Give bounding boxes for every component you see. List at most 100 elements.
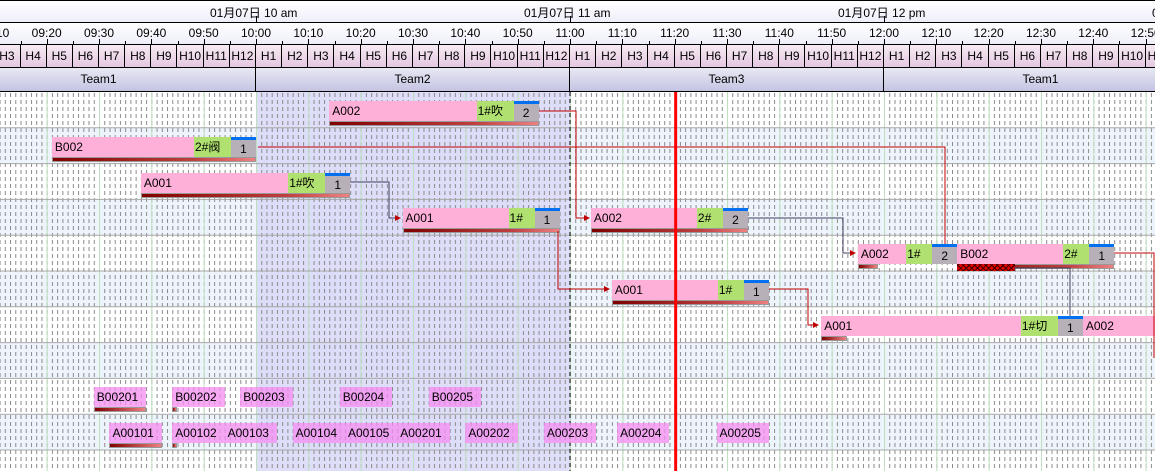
hour-cell: H8 bbox=[753, 45, 780, 67]
hour-cell: H2 bbox=[910, 45, 937, 67]
hour-cell: H5 bbox=[47, 45, 73, 67]
hour-cell: H3 bbox=[0, 45, 21, 67]
time-label: 09:10 bbox=[0, 26, 10, 40]
time-tick bbox=[988, 39, 990, 45]
task-bar[interactable]: A001 1#切 1 bbox=[821, 315, 1083, 341]
time-tick bbox=[46, 39, 48, 45]
task-bar[interactable]: A002 2# 2 bbox=[590, 208, 748, 234]
progress-track bbox=[402, 228, 560, 234]
time-label: 11:00 bbox=[555, 26, 585, 40]
hour-cell: H9 bbox=[151, 45, 178, 67]
task-name: A001 bbox=[821, 315, 1021, 336]
work-item[interactable]: A00202 bbox=[465, 423, 518, 444]
hour-cell: H3 bbox=[936, 45, 963, 67]
time-tick-minor bbox=[700, 41, 702, 45]
hour-cell: H9 bbox=[779, 45, 806, 67]
work-item[interactable]: A00104 bbox=[292, 423, 345, 444]
time-tick bbox=[831, 39, 833, 45]
work-item[interactable]: B00203 bbox=[240, 387, 293, 408]
work-item[interactable]: A00101 bbox=[109, 423, 162, 449]
hour-cell: H6 bbox=[1015, 45, 1041, 67]
hour-cell: H4 bbox=[335, 45, 361, 67]
hour-cell: H8 bbox=[125, 45, 152, 67]
hour-cell: H10 bbox=[178, 45, 204, 67]
task-name: A002 bbox=[590, 208, 697, 229]
time-label: 10:40 bbox=[450, 26, 481, 40]
task-bar[interactable]: A002 1# 2 bbox=[857, 244, 958, 270]
work-item[interactable]: A00103 bbox=[224, 423, 277, 444]
time-label: 10:00 bbox=[240, 26, 272, 40]
task-count: 2 bbox=[722, 208, 748, 229]
time-tick-minor bbox=[1014, 41, 1016, 45]
task-name: A002 bbox=[329, 101, 477, 121]
time-tick-minor bbox=[229, 41, 231, 45]
task-count: 1 bbox=[743, 280, 769, 300]
progress-track bbox=[590, 228, 748, 234]
time-tick bbox=[1093, 39, 1095, 45]
task-bar[interactable]: B002 2# 1 bbox=[957, 244, 1115, 272]
hour-cell: H5 bbox=[675, 45, 701, 67]
time-tick bbox=[465, 39, 467, 45]
date-tick bbox=[569, 16, 571, 23]
team-cell: Team2 bbox=[256, 68, 570, 91]
time-tick bbox=[726, 39, 728, 45]
time-tick bbox=[569, 39, 571, 45]
time-tick bbox=[1040, 39, 1042, 45]
task-bar[interactable]: A001 1#吹 1 bbox=[140, 172, 351, 198]
task-tag: 1# bbox=[906, 244, 933, 265]
time-tick-minor bbox=[648, 41, 650, 45]
team-cell: Team1 bbox=[0, 68, 256, 91]
task-bar[interactable]: A001 1# 1 bbox=[402, 208, 560, 234]
time-tick-minor bbox=[1119, 41, 1121, 45]
task-bar[interactable]: A002 bbox=[1082, 315, 1155, 336]
hour-cell: H1 bbox=[884, 45, 911, 67]
hour-cell: H5 bbox=[989, 45, 1015, 67]
task-bar[interactable]: B002 2#阀 1 bbox=[51, 136, 256, 162]
time-tick-minor bbox=[910, 41, 912, 45]
task-name: B002 bbox=[51, 136, 194, 157]
work-item[interactable]: A00204 bbox=[617, 423, 670, 444]
task-name: A002 bbox=[857, 244, 907, 265]
time-tick bbox=[779, 39, 781, 45]
work-item[interactable]: B00202 bbox=[172, 387, 225, 413]
time-tick-minor bbox=[491, 41, 493, 45]
time-tick-minor bbox=[386, 41, 388, 45]
progress-track bbox=[329, 121, 539, 126]
task-tag: 2# bbox=[696, 208, 723, 229]
item-progress bbox=[93, 407, 147, 413]
progress-track bbox=[857, 264, 878, 270]
time-tick-minor bbox=[282, 41, 284, 45]
item-progress bbox=[109, 443, 162, 449]
task-bar[interactable]: A002 1#吹 2 bbox=[329, 101, 539, 126]
time-label: 09:20 bbox=[31, 26, 62, 40]
work-item[interactable]: B00204 bbox=[339, 387, 393, 408]
progress-track bbox=[611, 300, 769, 305]
time-tick-minor bbox=[1067, 41, 1069, 45]
time-label: 11:50 bbox=[817, 26, 847, 40]
task-count: 2 bbox=[513, 101, 539, 121]
progress-track bbox=[821, 335, 848, 341]
time-tick-minor bbox=[20, 41, 22, 45]
time-tick bbox=[256, 39, 257, 45]
time-tick bbox=[99, 39, 100, 45]
task-count: 2 bbox=[932, 244, 958, 265]
task-bar[interactable]: A001 1# 1 bbox=[611, 280, 769, 305]
work-item[interactable]: A00203 bbox=[543, 423, 597, 444]
work-item[interactable]: A00205 bbox=[716, 423, 769, 444]
team-header-row: Team1 Team2 Team3 Team1 bbox=[0, 68, 1155, 92]
work-item[interactable]: A00102 bbox=[172, 423, 225, 449]
time-label: 12:10 bbox=[921, 26, 952, 40]
item-progress bbox=[172, 407, 178, 413]
work-item[interactable]: A00201 bbox=[397, 423, 450, 444]
work-item[interactable]: A00105 bbox=[344, 423, 398, 444]
work-item[interactable]: B00205 bbox=[428, 387, 482, 408]
time-label: 10:10 bbox=[293, 26, 324, 40]
hour-cell: H7 bbox=[413, 45, 440, 67]
time-label: 09:30 bbox=[83, 26, 115, 40]
task-tag: 1#切 bbox=[1020, 315, 1058, 336]
time-label: 12:30 bbox=[1025, 26, 1056, 40]
work-item[interactable]: B00201 bbox=[93, 387, 147, 413]
hour-cell: H11 bbox=[1146, 45, 1155, 67]
task-tag: 1#吹 bbox=[288, 172, 326, 193]
